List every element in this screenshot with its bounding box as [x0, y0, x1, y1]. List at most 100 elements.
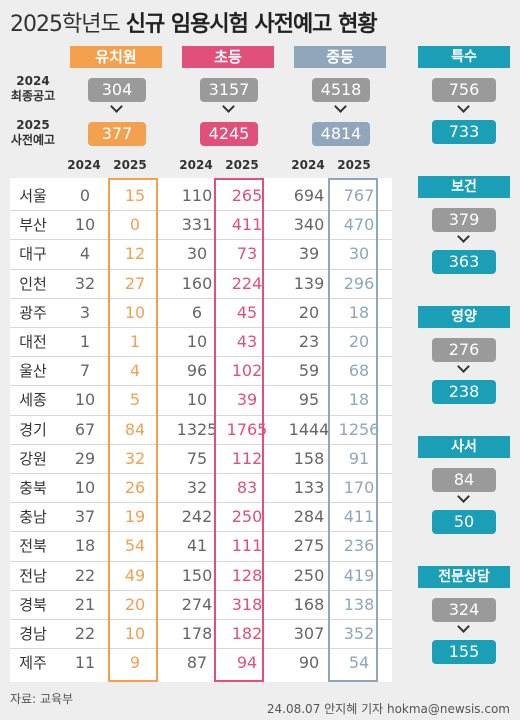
value-2024-elementary: 178 [181, 624, 213, 643]
value-2024-secondary: 158 [293, 448, 325, 468]
value-2024-kinder: 22 [74, 624, 96, 643]
special-total-2024: 276 [432, 338, 496, 362]
value-2024-kinder: 22 [74, 565, 96, 585]
value-2024-kinder: 1 [79, 332, 91, 351]
region-label: 충북 [19, 479, 47, 497]
credit-note: 24.08.07 안지혜 기자 hokma@newsis.com [266, 702, 510, 716]
value-2025-elementary: 102 [231, 361, 263, 381]
value-2024-elementary: 10 [186, 390, 208, 410]
value-2024-elementary: 30 [186, 244, 208, 264]
value-2024-kinder: 29 [74, 448, 96, 468]
row-label-2024: 2024 최종공고 [10, 74, 56, 103]
value-2025-kinder: 20 [124, 594, 146, 614]
value-2025-secondary: 296 [343, 273, 375, 293]
value-2025-elementary: 94 [236, 653, 258, 673]
value-2024-elementary: 87 [186, 653, 208, 673]
chevron-down-icon [457, 230, 470, 243]
special-total-2025: 733 [432, 120, 496, 144]
special-total-2025: 238 [432, 380, 496, 404]
chevron-down-icon [457, 100, 470, 113]
value-2025-elementary: 111 [231, 536, 263, 556]
row-label-2025: 2025 사전예고 [10, 118, 56, 147]
source-note: 자료: 교육부 [10, 692, 74, 706]
value-2025-secondary: 170 [343, 478, 375, 497]
value-2024-secondary: 59 [298, 361, 320, 381]
value-2024-kinder: 32 [74, 273, 96, 293]
value-2025-elementary: 1765 [226, 419, 268, 439]
total-2025-elementary: 4245 [200, 122, 258, 146]
value-2024-elementary: 96 [186, 361, 208, 381]
year-label-2025: 2025 [113, 158, 147, 172]
value-2025-secondary: 419 [343, 565, 375, 585]
value-2025-kinder: 49 [124, 565, 146, 585]
special-total-2024: 84 [432, 468, 496, 492]
chevron-down-icon [457, 620, 470, 633]
value-2024-elementary: 274 [181, 594, 213, 614]
row-divider [10, 560, 392, 562]
value-2025-elementary: 45 [236, 302, 258, 322]
value-2025-secondary: 1256 [338, 419, 380, 439]
total-2025-kinder: 377 [88, 122, 146, 146]
total-2024-kinder: 304 [88, 78, 146, 102]
column-frame-kinder [108, 178, 158, 682]
value-2024-secondary: 168 [293, 594, 325, 614]
value-2025-kinder: 4 [129, 361, 141, 381]
value-2024-kinder: 37 [74, 507, 96, 527]
value-2025-secondary: 91 [348, 448, 370, 468]
value-2024-elementary: 331 [181, 215, 213, 235]
region-label: 부산 [19, 216, 47, 235]
row-divider [10, 327, 392, 328]
value-2024-secondary: 39 [298, 244, 320, 264]
region-label: 강원 [19, 449, 47, 468]
region-label: 경기 [19, 420, 47, 439]
value-2024-kinder: 3 [79, 302, 91, 322]
value-2025-elementary: 411 [231, 215, 263, 235]
value-2025-kinder: 1 [129, 332, 141, 351]
region-label: 전북 [19, 537, 47, 556]
value-2024-secondary: 250 [293, 565, 325, 585]
row-divider [10, 268, 392, 270]
value-2024-secondary: 307 [293, 624, 325, 643]
value-2025-kinder: 9 [129, 653, 141, 673]
value-2025-secondary: 236 [343, 536, 375, 556]
row-divider [10, 356, 392, 358]
special-total-2024: 379 [432, 208, 496, 232]
page-title: 2025학년도 신규 임용시험 사전예고 현황 [10, 12, 378, 37]
value-2025-secondary: 68 [348, 361, 370, 381]
value-2025-elementary: 250 [231, 507, 263, 527]
value-2025-kinder: 32 [124, 448, 146, 468]
value-2024-secondary: 139 [293, 273, 325, 293]
value-2025-kinder: 26 [124, 478, 146, 497]
special-total-2024: 756 [432, 78, 496, 102]
value-2024-elementary: 41 [186, 536, 208, 556]
value-2025-kinder: 54 [124, 536, 146, 556]
special-total-2024: 324 [432, 598, 496, 622]
column-header-elementary: 초등 [182, 46, 274, 68]
row-divider [10, 648, 392, 650]
region-label: 세종 [19, 391, 47, 410]
value-2024-kinder: 11 [74, 653, 96, 673]
value-2025-kinder: 84 [124, 419, 146, 439]
value-2024-secondary: 133 [293, 478, 325, 497]
region-label: 대전 [19, 333, 47, 351]
value-2025-secondary: 54 [348, 653, 370, 673]
value-2024-kinder: 10 [74, 215, 96, 235]
value-2025-elementary: 83 [236, 478, 258, 497]
special-total-2025: 363 [432, 250, 496, 274]
value-2025-elementary: 73 [236, 244, 258, 264]
region-label: 경북 [19, 595, 47, 614]
value-2024-elementary: 6 [191, 302, 203, 322]
region-label: 울산 [19, 362, 47, 381]
region-label: 서울 [19, 187, 47, 205]
value-2025-secondary: 20 [348, 332, 370, 351]
year-label-2024: 2024 [67, 158, 101, 172]
value-2025-elementary: 265 [231, 186, 263, 205]
value-2025-elementary: 43 [236, 332, 258, 351]
year-label-2024: 2024 [179, 158, 213, 172]
value-2025-elementary: 39 [236, 390, 258, 410]
total-2024-elementary: 3157 [200, 78, 258, 102]
value-2024-secondary: 23 [298, 332, 320, 351]
year-label-2024: 2024 [291, 158, 325, 172]
value-2024-secondary: 95 [298, 390, 320, 410]
year-label-2025: 2025 [337, 158, 371, 172]
